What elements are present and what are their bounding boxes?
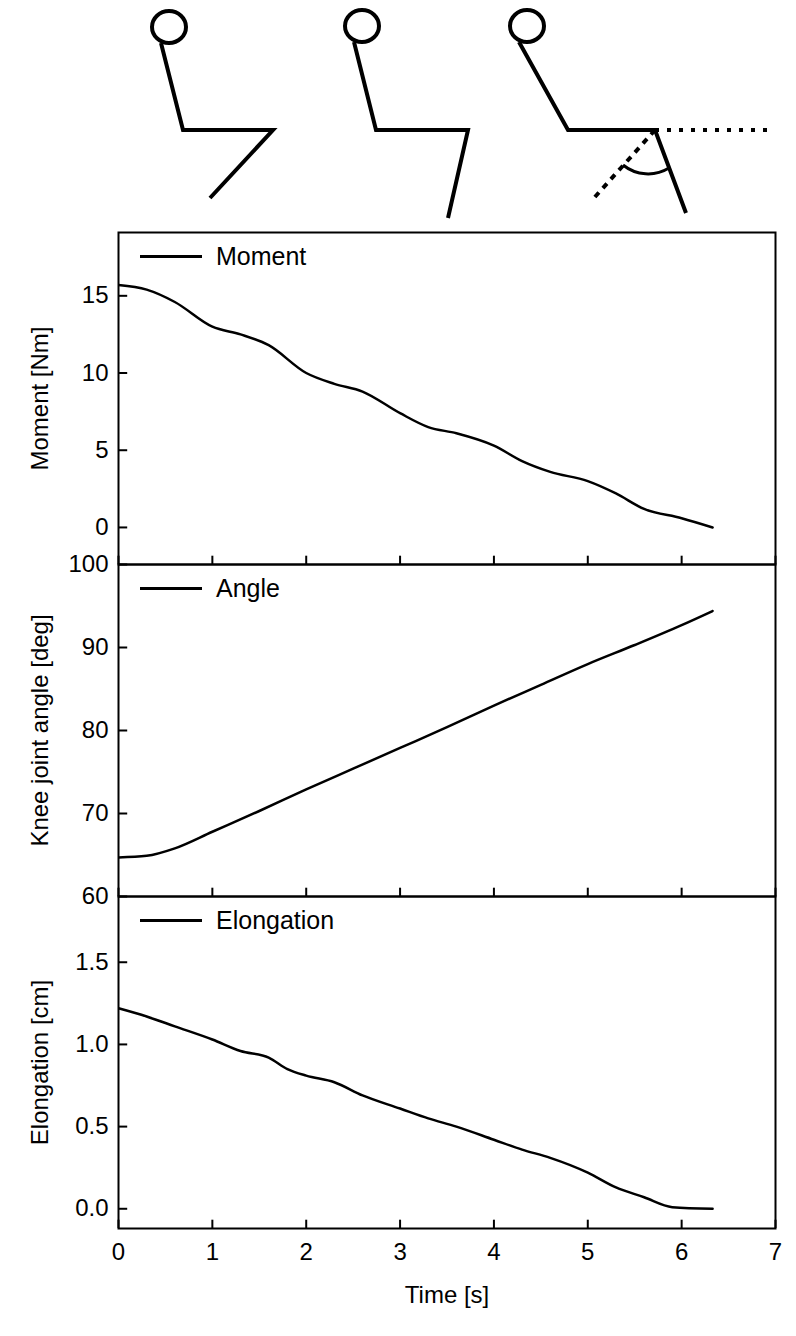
- svg-text:60: 60: [82, 882, 109, 909]
- svg-text:1.5: 1.5: [75, 948, 108, 975]
- svg-text:100: 100: [68, 550, 108, 577]
- svg-text:15: 15: [82, 281, 109, 308]
- svg-text:Time [s]: Time [s]: [405, 1281, 489, 1308]
- svg-text:Moment [Nm]: Moment [Nm]: [26, 326, 53, 470]
- html-text:Elongation: Elongation: [216, 906, 335, 934]
- svg-text:0.0: 0.0: [75, 1194, 108, 1221]
- svg-text:1: 1: [206, 1238, 219, 1265]
- svg-text:0.5: 0.5: [75, 1112, 108, 1139]
- svg-text:0: 0: [112, 1238, 125, 1265]
- svg-text:Elongation [cm]: Elongation [cm]: [26, 980, 53, 1145]
- svg-text:5: 5: [95, 436, 108, 463]
- svg-text:2: 2: [300, 1238, 313, 1265]
- svg-text:1.0: 1.0: [75, 1030, 108, 1057]
- svg-text:10: 10: [82, 359, 109, 386]
- html-text:Angle: Angle: [216, 574, 280, 602]
- svg-text:80: 80: [82, 716, 109, 743]
- svg-text:0: 0: [95, 513, 108, 540]
- svg-text:7: 7: [769, 1238, 782, 1265]
- svg-text:5: 5: [581, 1238, 594, 1265]
- svg-text:90: 90: [82, 633, 109, 660]
- svg-text:70: 70: [82, 799, 109, 826]
- svg-text:4: 4: [487, 1238, 500, 1265]
- svg-text:6: 6: [675, 1238, 688, 1265]
- html-text:Moment: Moment: [216, 242, 307, 270]
- svg-text:3: 3: [393, 1238, 406, 1265]
- svg-text:Knee joint angle [deg]: Knee joint angle [deg]: [26, 614, 53, 846]
